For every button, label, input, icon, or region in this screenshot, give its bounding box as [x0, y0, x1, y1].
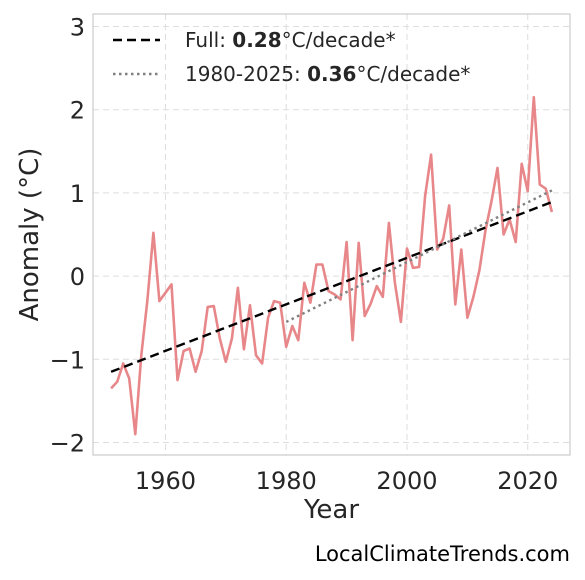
y-tick-label: 0 [70, 263, 85, 291]
x-tick-label: 1960 [135, 467, 196, 495]
legend-text-value: 0.36 [307, 62, 356, 86]
grid-lines [93, 14, 570, 455]
y-axis-title: Anomaly (°C) [15, 148, 45, 322]
legend-recent-label: 1980-2025: 0.36°C/decade* [185, 62, 470, 86]
y-tick-label: 1 [70, 180, 85, 208]
legend-text-prefix: Full: [185, 28, 232, 52]
legend-text-suffix: °C/decade* [356, 62, 470, 86]
anomaly-series-line [110, 95, 554, 436]
x-axis-title: Year [303, 495, 359, 525]
legend-full-label: Full: 0.28°C/decade* [185, 28, 396, 52]
x-tick-label: 2000 [376, 467, 437, 495]
y-tick-labels: −2 −1 0 1 2 3 [50, 13, 85, 457]
series-layer [110, 95, 554, 436]
x-tick-label: 2020 [497, 467, 558, 495]
y-tick-label: −2 [50, 430, 85, 458]
full-trend-line [110, 200, 553, 373]
legend-text-suffix: °C/decade* [282, 28, 396, 52]
y-tick-label: −1 [50, 346, 85, 374]
x-tick-labels: 1960 1980 2000 2020 [135, 467, 558, 495]
plot-frame [92, 13, 571, 456]
recent-trend-line [285, 189, 553, 323]
y-tick-label: 3 [70, 13, 85, 41]
y-tick-label: 2 [70, 97, 85, 125]
x-tick-label: 1980 [256, 467, 317, 495]
legend-text-value: 0.28 [232, 28, 281, 52]
legend-text-prefix: 1980-2025: [185, 62, 307, 86]
legend: Full: 0.28°C/decade*1980-2025: 0.36°C/de… [113, 28, 470, 86]
credit-text: LocalClimateTrends.com [315, 542, 570, 566]
